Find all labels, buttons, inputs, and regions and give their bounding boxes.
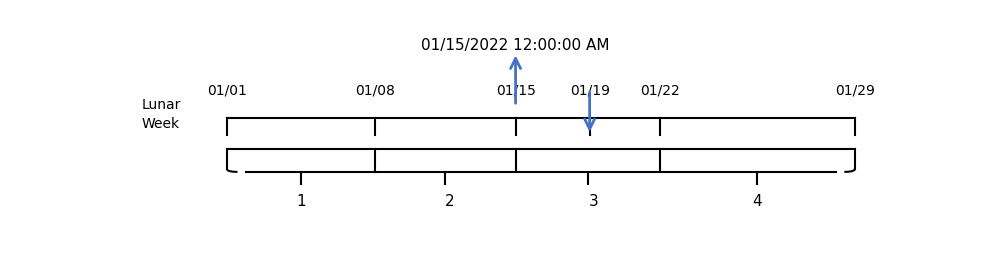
- Text: 01/29: 01/29: [835, 84, 874, 98]
- Text: 4: 4: [752, 194, 763, 209]
- Text: 01/15/2022 12:00:00 AM: 01/15/2022 12:00:00 AM: [422, 38, 610, 53]
- Text: 2: 2: [445, 194, 454, 209]
- Text: 01/22: 01/22: [640, 84, 680, 98]
- Text: 01/08: 01/08: [355, 84, 395, 98]
- Text: 01/19: 01/19: [569, 84, 610, 98]
- Text: 01/01: 01/01: [207, 84, 247, 98]
- Text: Lunar
Week: Lunar Week: [141, 97, 181, 131]
- Text: 01/15: 01/15: [496, 84, 535, 98]
- Text: 3: 3: [589, 194, 599, 209]
- Text: 1: 1: [297, 194, 306, 209]
